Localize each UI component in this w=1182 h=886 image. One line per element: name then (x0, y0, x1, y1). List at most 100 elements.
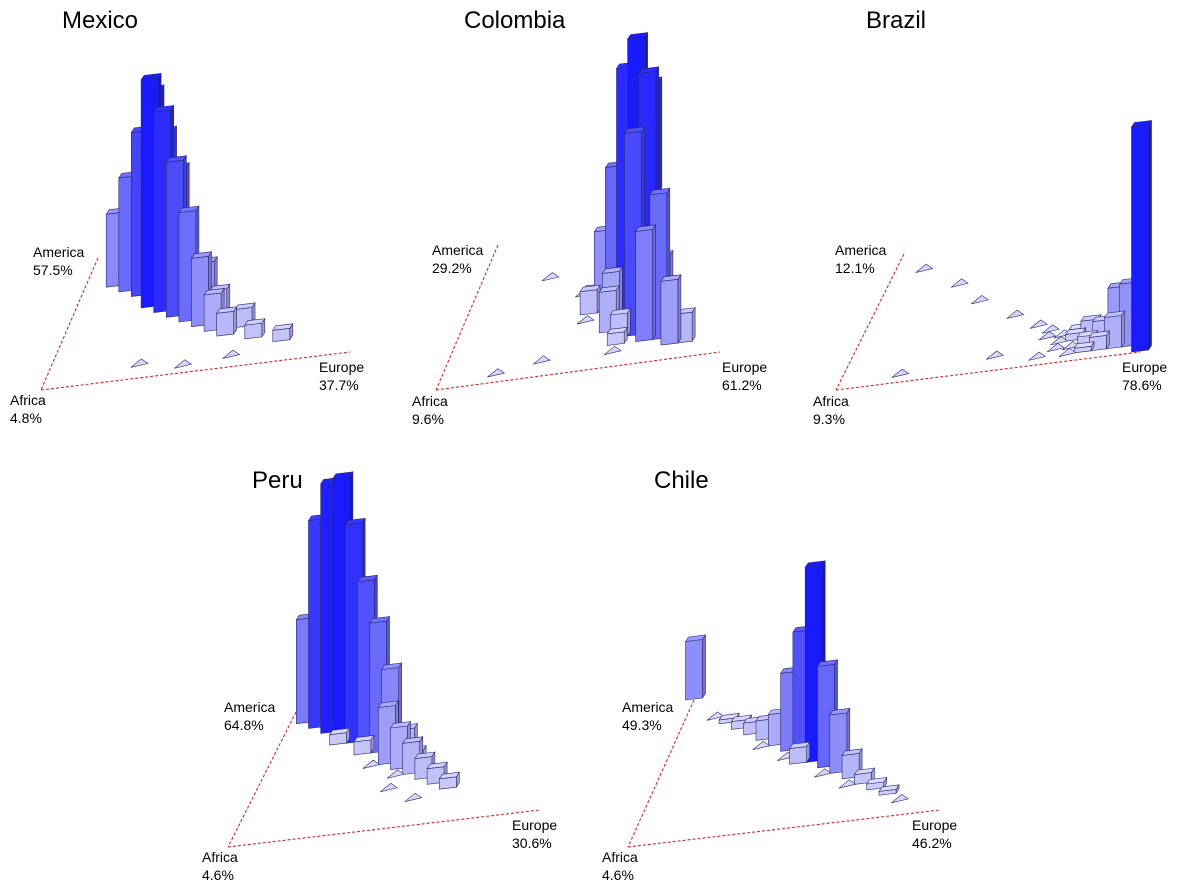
bar-front-face (272, 327, 291, 343)
bar-top-face (1088, 330, 1110, 338)
histogram-tile (386, 769, 405, 779)
bars-colombia (487, 31, 696, 378)
histogram-tile (915, 263, 934, 273)
corner-value-america-peru: 64.8% (224, 717, 264, 733)
histogram-tile (1041, 324, 1060, 334)
histogram-bar (788, 741, 811, 765)
bar-top-face (634, 224, 657, 232)
bar-side-face (1121, 310, 1125, 348)
panel-peru: Peru America 64.8% Africa 4.6% Europe 30… (202, 467, 557, 883)
histogram-tile (532, 355, 551, 365)
histogram-bar (1073, 340, 1095, 354)
histogram-bar (606, 326, 628, 346)
triangle-edge-america-africa (40, 257, 99, 391)
bar-front-face (579, 289, 598, 316)
histogram-tile (174, 359, 193, 369)
corner-value-europe-chile: 46.2% (912, 835, 952, 851)
bar-top-face (368, 616, 391, 624)
bar-top-face (438, 771, 460, 780)
histogram-tile (986, 350, 1005, 360)
histogram-bar (353, 734, 375, 756)
corner-label-europe-brazil: Europe (1122, 359, 1167, 375)
bar-top-face (140, 73, 162, 81)
corner-label-europe-colombia: Europe (722, 359, 767, 375)
bar-front-face (216, 310, 234, 337)
histogram-tile (222, 349, 241, 359)
histogram-bar (878, 783, 900, 796)
panel-title-mexico: Mexico (62, 7, 138, 34)
triangle-edge-africa-europe (835, 351, 1141, 391)
bar-top-face (579, 284, 601, 293)
triangle-edge-africa-europe (627, 809, 941, 848)
bars-mexico (105, 72, 294, 369)
histogram-tile (891, 368, 910, 378)
histogram-tile (603, 345, 622, 355)
triangle-edge-africa-europe (435, 351, 721, 391)
triangle-edge-america-africa (227, 711, 297, 848)
histogram-tile (380, 782, 399, 793)
corner-value-europe-mexico: 37.7% (319, 377, 359, 393)
bar-top-face (730, 714, 753, 722)
bar-front-face (244, 322, 263, 340)
histogram-bar (438, 771, 460, 790)
bar-side-face (1148, 119, 1152, 351)
bar-top-face (356, 574, 378, 583)
corner-label-africa-chile: Africa (602, 849, 638, 865)
bar-top-face (381, 662, 403, 670)
corner-label-africa-peru: Africa (202, 849, 238, 865)
histogram-bar (1130, 119, 1153, 353)
corner-label-america-colombia: America (432, 242, 484, 258)
bar-top-face (216, 306, 238, 314)
bar-top-face (788, 741, 811, 749)
bar-top-face (377, 700, 399, 708)
histogram-tile (1058, 347, 1077, 357)
histogram-bar (853, 767, 876, 785)
histogram-bar (579, 284, 601, 316)
bar-top-face (606, 326, 628, 335)
histogram-bar (328, 727, 351, 746)
corner-value-europe-brazil: 78.6% (1122, 377, 1162, 393)
corner-value-america-mexico: 57.5% (33, 262, 73, 278)
bar-top-face (332, 471, 354, 479)
histogram-bar (216, 305, 238, 337)
histogram-tile (891, 794, 910, 804)
bars-brazil (891, 119, 1153, 378)
bar-top-face (878, 784, 900, 792)
corner-value-europe-peru: 30.6% (512, 835, 552, 851)
bar-top-face (414, 751, 436, 759)
bar-top-face (1065, 327, 1087, 335)
bar-top-face (718, 713, 740, 721)
histogram-tile (838, 779, 857, 789)
bar-top-face (841, 748, 863, 756)
histogram-tile (1050, 336, 1069, 346)
bar-side-face (691, 306, 696, 343)
corner-value-europe-colombia: 61.2% (722, 377, 762, 393)
triangle-edge-america-africa (835, 253, 905, 391)
histogram-tile (1030, 319, 1049, 329)
histogram-bar (684, 634, 707, 701)
bar-top-face (402, 736, 424, 744)
panel-title-chile: Chile (654, 467, 709, 494)
histogram-bar (272, 322, 294, 343)
histogram-tile (1046, 342, 1065, 353)
panel-title-colombia: Colombia (464, 7, 566, 34)
histogram-bar (866, 776, 888, 791)
bar-side-face (677, 273, 682, 345)
corner-value-africa-chile: 4.6% (602, 867, 634, 883)
panel-title-brazil: Brazil (866, 7, 926, 34)
bar-top-face (598, 285, 620, 293)
corner-value-america-brazil: 12.1% (835, 260, 875, 276)
histogram-tile (950, 278, 969, 288)
bar-top-face (601, 266, 623, 274)
triangle-edge-america-africa (627, 699, 695, 848)
bar-top-face (1103, 310, 1126, 318)
corner-label-europe-chile: Europe (912, 817, 957, 833)
bar-top-face (272, 323, 294, 331)
histogram-bar (634, 223, 657, 342)
bar-top-face (244, 318, 266, 326)
triangle-edge-africa-europe (227, 809, 541, 848)
bar-top-face (829, 708, 851, 716)
bar-top-face (165, 155, 187, 163)
bar-top-face (203, 288, 225, 296)
